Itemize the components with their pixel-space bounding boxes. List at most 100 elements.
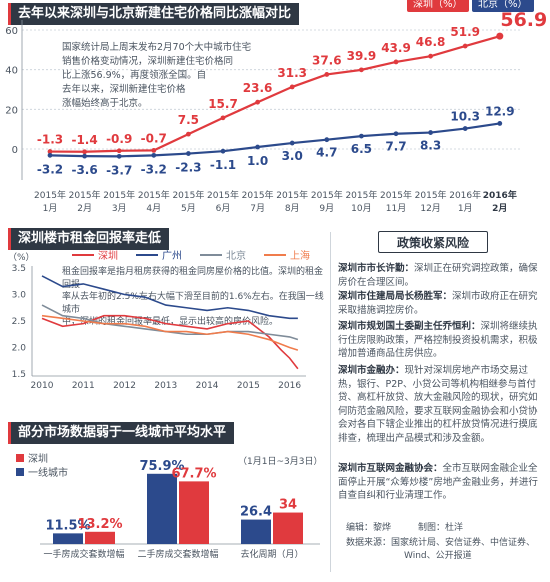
shenzhen-data-label: 15.7 [208,97,238,111]
bar-data-label: 34 [279,498,297,513]
rent-y-tick-label: 2.0 [12,344,27,354]
bar-legend-tier1-swatch [16,468,24,476]
shenzhen-bar [273,512,303,544]
bar-data-label: 67.7% [171,466,216,481]
rent-axes: 1.5 2.0 2.5 3.0 3.5 2010 2011 2012 2013 2014 2015 2… [12,264,306,391]
bar-legend: 深圳 一线城市 [16,453,68,481]
shenzhen-line [49,35,501,153]
beijing-point [497,121,503,126]
rent-x-tick-label: 2011 [72,381,95,391]
shenzhen-point [220,115,226,121]
top-x-tick-label: 2015年 3月 [103,189,135,214]
shenzhen-point [359,67,364,73]
rent-chart-title: 深圳楼市租金回报率走低 [8,228,170,250]
bar-legend-tier1: 一线城市 [28,468,68,479]
top-y-tick-label: 20 [5,105,18,116]
shenzhen-data-label: 23.6 [243,81,273,95]
top-x-tick-label: 2015年 11月 [380,189,412,214]
beijing-point [151,152,157,158]
rent-x-tick-label: 2013 [154,381,177,391]
top-x-tick-label: 2016年 2月 [483,189,517,214]
rent-y-tick-label: 2.5 [12,317,26,327]
beijing-data-label: -3.6 [71,163,97,177]
beijing-point [220,148,226,154]
shenzhen-point [47,149,53,154]
top-x-tick-label: 2015年 9月 [311,189,343,214]
rent-x-tick-label: 2016 [278,381,301,391]
policy-title: 政策收紧风险 [378,231,488,253]
bar-data-label: 13.2% [77,517,122,532]
shenzhen-data-label: 43.9 [381,41,411,55]
top-x-tick-label: 2015年 8月 [276,189,308,214]
shenzhen-point [151,147,157,153]
rent-legend-label: 北京 [226,249,246,262]
beijing-point [462,126,468,131]
rent-legend: 深圳 广州 北京 上海 [72,249,310,262]
beijing-data-label: -3.2 [141,162,167,176]
top-x-tick-label: 2016年 1月 [449,189,481,214]
legend-shenzhen: 深圳（%） [407,0,469,12]
beijing-data-label: 1.0 [247,154,268,168]
policy-item-mayor: 深圳市市长许勤：深圳正在研究调控政策，确保房价在合理区间。 [338,263,538,288]
credit-source: 数据来源：国家统计局、安信证券、中信证券、 Wind、公开报道 [346,538,536,561]
beijing-data-label: -3.7 [106,163,132,177]
rent-x-tick-label: 2012 [113,381,136,391]
bar-category-label: 一手房成交套数增幅 [43,548,124,560]
shenzhen-point [255,99,260,105]
rent-y-tick-label: 3.5 [12,264,26,274]
rent-x-tick-label: 2015 [237,381,260,391]
beijing-line [49,122,500,158]
rent-series-line [41,314,299,351]
beijing-point [393,131,399,137]
beijing-point [186,151,191,156]
shenzhen-point [324,72,330,77]
tier1-bar [53,533,83,544]
rent-legend-label: 深圳 [98,250,118,262]
rent-legend-label: 广州 [162,250,182,262]
rent-note: 租金回报率是指月租房获得的租金同房屋价格的比值。深圳的租金回报 率从去年初的2.5… [62,267,324,327]
rent-series-line [41,275,298,320]
bar-category-label: 二手房成交套数增幅 [137,548,218,560]
bar-legend-shenzhen: 深圳 [28,454,48,465]
shenzhen-data-label: -1.3 [37,133,63,147]
policy-item-fintech-assoc: 深圳市互联网金融协会：全市互联网金融企业全面停止开展“众筹炒楼”房地产金融业务，… [338,463,538,501]
beijing-point [82,153,87,159]
beijing-data-label: -1.1 [210,158,236,172]
beijing-data-label: -3.2 [37,162,63,176]
shenzhen-point [462,43,468,49]
bar-category-label: 去化周期（月） [240,548,303,560]
beijing-point [116,153,122,159]
rent-y-tick-label: 1.5 [12,370,26,380]
top-note: 国家统计局上周末发布2月70个大中城市住宅 销售价格变动情况，深圳新建住宅价格同比… [62,42,252,109]
beijing-data-label: -2.3 [175,161,201,175]
bar-chart: 11.5%13.2% 一手房成交套数增幅 75.9%67.7% 二手房成交套数增幅 26… [40,459,320,560]
rent-x-tick-label: 2010 [31,381,54,391]
column-divider [330,232,331,572]
shenzhen-data-label: 51.9 [450,25,480,39]
bar-chart-title: 部分市场数据弱于一线城市平均水平 [8,422,235,444]
shenzhen-point [428,53,433,59]
bar-date-range: （1月1日~3月3日） [238,457,323,467]
top-series-lines [49,35,501,158]
shenzhen-point [116,148,122,154]
shenzhen-data-label: 39.9 [347,49,377,63]
beijing-point [428,130,433,135]
beijing-point [324,137,330,143]
tier1-bar [147,473,177,544]
shenzhen-point [289,84,295,90]
shenzhen-data-label: 56.9 [500,9,547,31]
shenzhen-point [393,59,399,65]
top-series-markers: -1.3 -1.4 -0.9 -0.7 7.5 15.7 23.6 31.3 37.6 39.9 4… [37,9,547,177]
shenzhen-point [186,131,191,137]
bar-data-label: 11.5% [45,518,90,533]
bar-data-label: 26.4 [240,505,272,520]
beijing-point [289,140,295,146]
top-x-tick-label: 2015年 1月 [34,189,66,214]
credit-editor: 编辑：黎烨 [346,523,392,533]
rent-y-tick-label: 3.0 [12,291,27,301]
bar-marks: 11.5%13.2% 一手房成交套数增幅 75.9%67.7% 二手房成交套数增幅 26… [40,459,320,560]
beijing-data-label: 4.7 [316,146,337,160]
top-x-tick-label: 2015年 10月 [345,189,377,214]
rent-legend-label: 上海 [290,249,310,262]
